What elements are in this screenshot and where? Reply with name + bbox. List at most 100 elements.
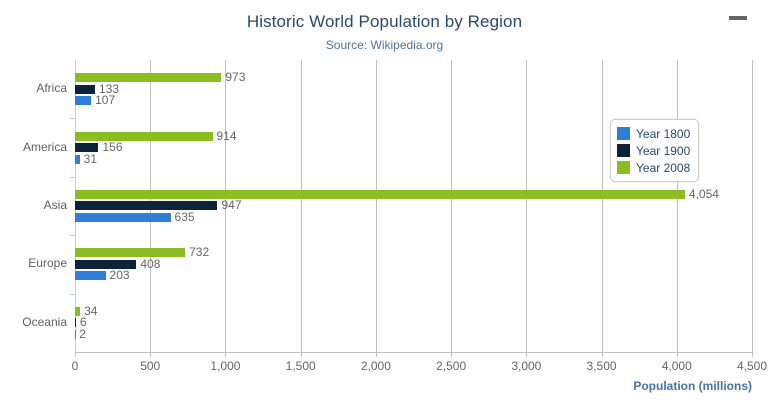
bar-value-label: 31 <box>83 151 98 166</box>
x-axis-tick-label: 2,500 <box>436 359 467 373</box>
bar-value-label: 34 <box>84 303 98 318</box>
bar-row: 34 <box>75 303 752 318</box>
category-group: Africa 973 133 107 <box>36 60 752 118</box>
plot-area: Africa 973 133 107 America 914 156 31 Asia 4,054 9… <box>22 60 753 352</box>
legend-label: Year 2008 <box>636 160 691 175</box>
x-axis-tick <box>225 352 227 357</box>
gridline <box>300 60 302 352</box>
bar-value-label: 2 <box>79 326 86 341</box>
gridline <box>752 60 753 352</box>
bar-value-label: 635 <box>174 209 195 224</box>
bar-value-label: 6 <box>79 315 87 330</box>
x-axis-tick <box>676 352 678 357</box>
bar[interactable] <box>75 143 99 153</box>
bar-row: 4,054 <box>75 186 752 201</box>
bar[interactable] <box>75 84 95 94</box>
x-axis-tick-label: 1,000 <box>210 359 241 373</box>
bar-row: 156 <box>75 140 752 155</box>
bar-row: 31 <box>75 151 752 166</box>
bar[interactable] <box>75 73 222 83</box>
x-axis-tick <box>375 352 377 357</box>
bar-row: 635 <box>75 209 752 224</box>
legend-label: Year 1800 <box>636 126 691 141</box>
bar[interactable] <box>75 131 213 141</box>
x-axis-tick-label: 1,500 <box>285 359 316 373</box>
bar-row: 732 <box>75 245 752 260</box>
bar-row: 203 <box>75 268 752 283</box>
hamburger-menu-icon[interactable] <box>729 16 753 38</box>
category-tick <box>70 235 75 237</box>
bar-row: 107 <box>75 93 752 108</box>
bar-value-label: 156 <box>102 140 123 155</box>
legend-item[interactable]: Year 1900 <box>617 142 690 159</box>
category-tick <box>70 293 75 295</box>
bar[interactable] <box>75 212 171 222</box>
category-tick <box>70 118 75 120</box>
category-tick <box>70 176 75 178</box>
hamburger-bar <box>729 16 747 20</box>
x-axis-tick-label: 500 <box>140 359 161 373</box>
category-group: Europe 732 408 203 <box>28 235 752 293</box>
legend-label: Year 1900 <box>636 143 691 158</box>
bar-value-label: 732 <box>189 245 210 260</box>
category-label: Asia <box>43 197 67 212</box>
x-axis-title: Population (millions) <box>633 379 752 393</box>
gridline <box>451 60 453 352</box>
category-group: Asia 4,054 947 635 <box>44 176 752 235</box>
bar-value-label: 408 <box>140 256 161 271</box>
legend-swatch <box>617 144 630 157</box>
x-axis-tick-label: 3,500 <box>586 359 617 373</box>
x-axis-tick <box>150 352 152 357</box>
x-axis-tick-label: 2,000 <box>360 359 391 373</box>
legend-item[interactable]: Year 1800 <box>617 125 690 142</box>
bar-value-label: 203 <box>109 268 130 283</box>
chart-legend: Year 1800 Year 1900 Year 2008 <box>610 119 700 182</box>
x-axis-tick-label: 0 <box>71 359 79 373</box>
bar[interactable] <box>75 259 137 269</box>
gridline <box>225 60 227 352</box>
bar[interactable] <box>75 248 186 258</box>
bar-row: 973 <box>75 70 752 85</box>
bar[interactable] <box>75 271 106 281</box>
bar-value-label: 107 <box>95 93 116 108</box>
bar-row: 947 <box>75 198 752 213</box>
bar-value-label: 133 <box>99 81 120 96</box>
x-axis-tick <box>752 352 753 357</box>
x-axis-tick-label: 4,000 <box>661 359 692 373</box>
bar[interactable] <box>75 154 80 164</box>
gridline <box>526 60 528 352</box>
category-label: America <box>22 139 67 154</box>
gridline <box>601 60 603 352</box>
legend-swatch <box>617 161 630 174</box>
category-label: Europe <box>28 256 67 271</box>
x-axis-tick <box>601 352 603 357</box>
x-axis-tick <box>75 352 76 357</box>
chart-subtitle: Source: Wikipedia.org <box>325 38 444 52</box>
x-axis-tick-label: 4,500 <box>736 359 768 373</box>
bar-row: 133 <box>75 81 752 96</box>
x-axis-tick <box>300 352 302 357</box>
bar[interactable] <box>75 201 218 211</box>
bar[interactable] <box>75 318 76 328</box>
bar-value-label: 973 <box>225 70 246 85</box>
x-axis-tick <box>526 352 528 357</box>
bar-row: 6 <box>75 315 752 330</box>
bar[interactable] <box>75 96 92 106</box>
category-group: Oceania 34 6 2 <box>22 293 752 352</box>
bar[interactable] <box>75 189 685 199</box>
bar-value-label: 4,054 <box>688 186 719 201</box>
x-axis-tick <box>451 352 453 357</box>
chart-title: Historic World Population by Region <box>246 12 523 31</box>
x-axis-tick-label: 3,000 <box>511 359 542 373</box>
bar[interactable] <box>75 306 81 316</box>
legend-item[interactable]: Year 2008 <box>617 159 690 176</box>
bar-value-label: 947 <box>221 198 242 213</box>
x-axis-line <box>75 352 753 353</box>
bar-row: 914 <box>75 129 752 143</box>
category-label: Oceania <box>22 314 67 329</box>
bar-row: 2 <box>75 326 752 341</box>
gridline <box>375 60 377 352</box>
category-label: Africa <box>36 81 67 96</box>
bar-row: 408 <box>75 256 752 271</box>
